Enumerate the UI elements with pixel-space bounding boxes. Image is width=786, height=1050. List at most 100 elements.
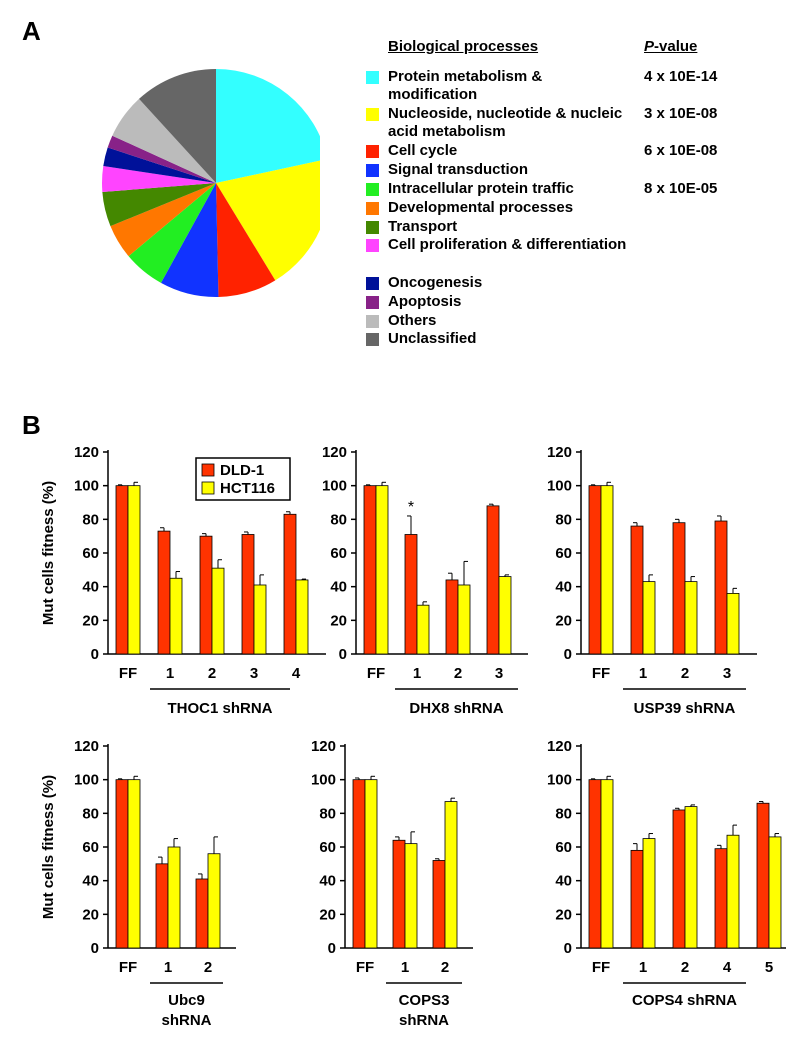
panel-label-b: B bbox=[22, 410, 41, 440]
legend-header-pvalue: P-value bbox=[644, 38, 697, 55]
x-tick-label: 2 bbox=[681, 959, 689, 976]
legend-swatch bbox=[366, 277, 379, 290]
pie-slice-7 bbox=[102, 165, 216, 192]
x-tick-label: 5 bbox=[765, 959, 773, 976]
legend-label: Protein metabolism & modification bbox=[388, 68, 543, 103]
x-tick-label: 4 bbox=[723, 959, 732, 976]
legend-label: Transport bbox=[388, 218, 458, 235]
y-tick-label: 80 bbox=[555, 805, 572, 822]
y-tick-label: 60 bbox=[82, 545, 99, 562]
y-tick-label: 60 bbox=[319, 839, 336, 856]
pie-slice-9 bbox=[107, 135, 216, 183]
legend-swatch bbox=[366, 183, 379, 196]
bar bbox=[364, 779, 378, 949]
y-tick-label: 100 bbox=[547, 478, 572, 495]
legend-swatch bbox=[366, 239, 379, 252]
bar bbox=[444, 801, 458, 949]
bar bbox=[445, 579, 459, 655]
bar-chart-2: 0 20 40 60 80 100 120 FF 1 2 3 DHX8 shRNA * bbox=[322, 444, 528, 717]
y-tick-label: 0 bbox=[564, 646, 572, 663]
legend-swatch bbox=[366, 108, 379, 121]
significance-asterisk: * bbox=[408, 499, 414, 516]
bar bbox=[404, 534, 418, 655]
group-label: COPS4 shRNA bbox=[632, 992, 737, 1009]
legend-swatch bbox=[366, 164, 379, 177]
legend-pvalue: 6 x 10E-08 bbox=[644, 142, 718, 159]
pie-slice-4 bbox=[128, 183, 216, 283]
x-tick-label: 2 bbox=[441, 959, 449, 976]
legend-label: Nucleoside, nucleotide & nucleic acid me… bbox=[388, 105, 623, 140]
legend-label: Others bbox=[388, 312, 437, 329]
bar bbox=[127, 485, 141, 655]
bar bbox=[195, 878, 209, 949]
y-tick-label: 40 bbox=[555, 579, 572, 596]
y-tick-label: 80 bbox=[319, 805, 336, 822]
y-tick-label: 60 bbox=[330, 545, 347, 562]
bar-chart-6: 0 20 40 60 80 100 120 FF 1 2 4 5 COPS4 shRNA bbox=[547, 738, 786, 1009]
y-tick-label: 80 bbox=[330, 511, 347, 528]
panel-label-a: A bbox=[22, 16, 41, 46]
bar bbox=[392, 839, 406, 949]
bar bbox=[241, 534, 255, 655]
bar bbox=[600, 485, 614, 655]
bar bbox=[630, 525, 644, 655]
pie-slice-5 bbox=[110, 183, 216, 257]
bar bbox=[588, 485, 602, 655]
legend-label: Intracellular protein traffic bbox=[388, 180, 574, 197]
bar bbox=[127, 779, 141, 949]
bar bbox=[600, 779, 614, 949]
y-axis-label: Mut cells fitness (%) bbox=[40, 775, 57, 919]
y-tick-label: 120 bbox=[74, 738, 99, 755]
y-tick-label: 20 bbox=[330, 612, 347, 629]
y-tick-label: 100 bbox=[74, 772, 99, 789]
y-tick-label: 40 bbox=[82, 579, 99, 596]
x-tick-label: 2 bbox=[208, 665, 216, 682]
x-tick-label: FF bbox=[356, 959, 374, 976]
y-tick-label: 80 bbox=[82, 511, 99, 528]
group-label: USP39 shRNA bbox=[634, 700, 736, 717]
group-label: DHX8 shRNA bbox=[409, 700, 503, 717]
bar bbox=[363, 485, 377, 655]
bar-legend-label-dld1: DLD-1 bbox=[220, 462, 264, 479]
bar bbox=[714, 848, 728, 949]
bar bbox=[768, 836, 782, 949]
bar bbox=[457, 584, 471, 655]
legend-swatch bbox=[366, 315, 379, 328]
bar bbox=[684, 581, 698, 655]
bar bbox=[498, 576, 512, 655]
group-label: Ubc9 bbox=[168, 992, 205, 1009]
legend-label: Signal transduction bbox=[388, 161, 529, 178]
y-tick-label: 20 bbox=[82, 906, 99, 923]
legend-swatch bbox=[366, 145, 379, 158]
y-tick-label: 40 bbox=[555, 873, 572, 890]
bar bbox=[211, 567, 225, 655]
bar-legend-swatch-hct116 bbox=[201, 481, 215, 495]
x-tick-label: 3 bbox=[723, 665, 731, 682]
y-tick-label: 20 bbox=[555, 906, 572, 923]
bar bbox=[253, 584, 267, 655]
y-tick-label: 100 bbox=[311, 772, 336, 789]
y-tick-label: 0 bbox=[328, 940, 336, 957]
legend-swatch bbox=[366, 296, 379, 309]
x-tick-label: 1 bbox=[401, 959, 409, 976]
legend-header-processes: Biological processes bbox=[388, 38, 539, 55]
y-tick-label: 40 bbox=[82, 873, 99, 890]
x-tick-label: 1 bbox=[413, 665, 421, 682]
pie-slice-11 bbox=[139, 69, 216, 183]
x-tick-label: 2 bbox=[454, 665, 462, 682]
legend-label: Unclassified bbox=[388, 330, 477, 347]
group-label: THOC1 shRNA bbox=[167, 700, 272, 717]
legend-label: Cell proliferation & differentiation bbox=[388, 236, 627, 253]
bar bbox=[642, 581, 656, 655]
bar bbox=[672, 809, 686, 949]
group-label: shRNA bbox=[161, 1012, 211, 1029]
legend-label: Oncogenesis bbox=[388, 274, 483, 291]
legend-swatch bbox=[366, 202, 379, 215]
bar-chart-4: 0 20 40 60 80 100 120 FF 1 2 Ubc9 shRNA Mut cells fi… bbox=[40, 738, 236, 1029]
bar bbox=[157, 530, 171, 655]
bar bbox=[672, 522, 686, 655]
bar bbox=[199, 535, 213, 655]
x-tick-label: FF bbox=[367, 665, 385, 682]
bar-chart-3: 0 20 40 60 80 100 120 FF 1 2 3 USP39 shRNA bbox=[547, 444, 757, 717]
group-label: shRNA bbox=[399, 1012, 449, 1029]
